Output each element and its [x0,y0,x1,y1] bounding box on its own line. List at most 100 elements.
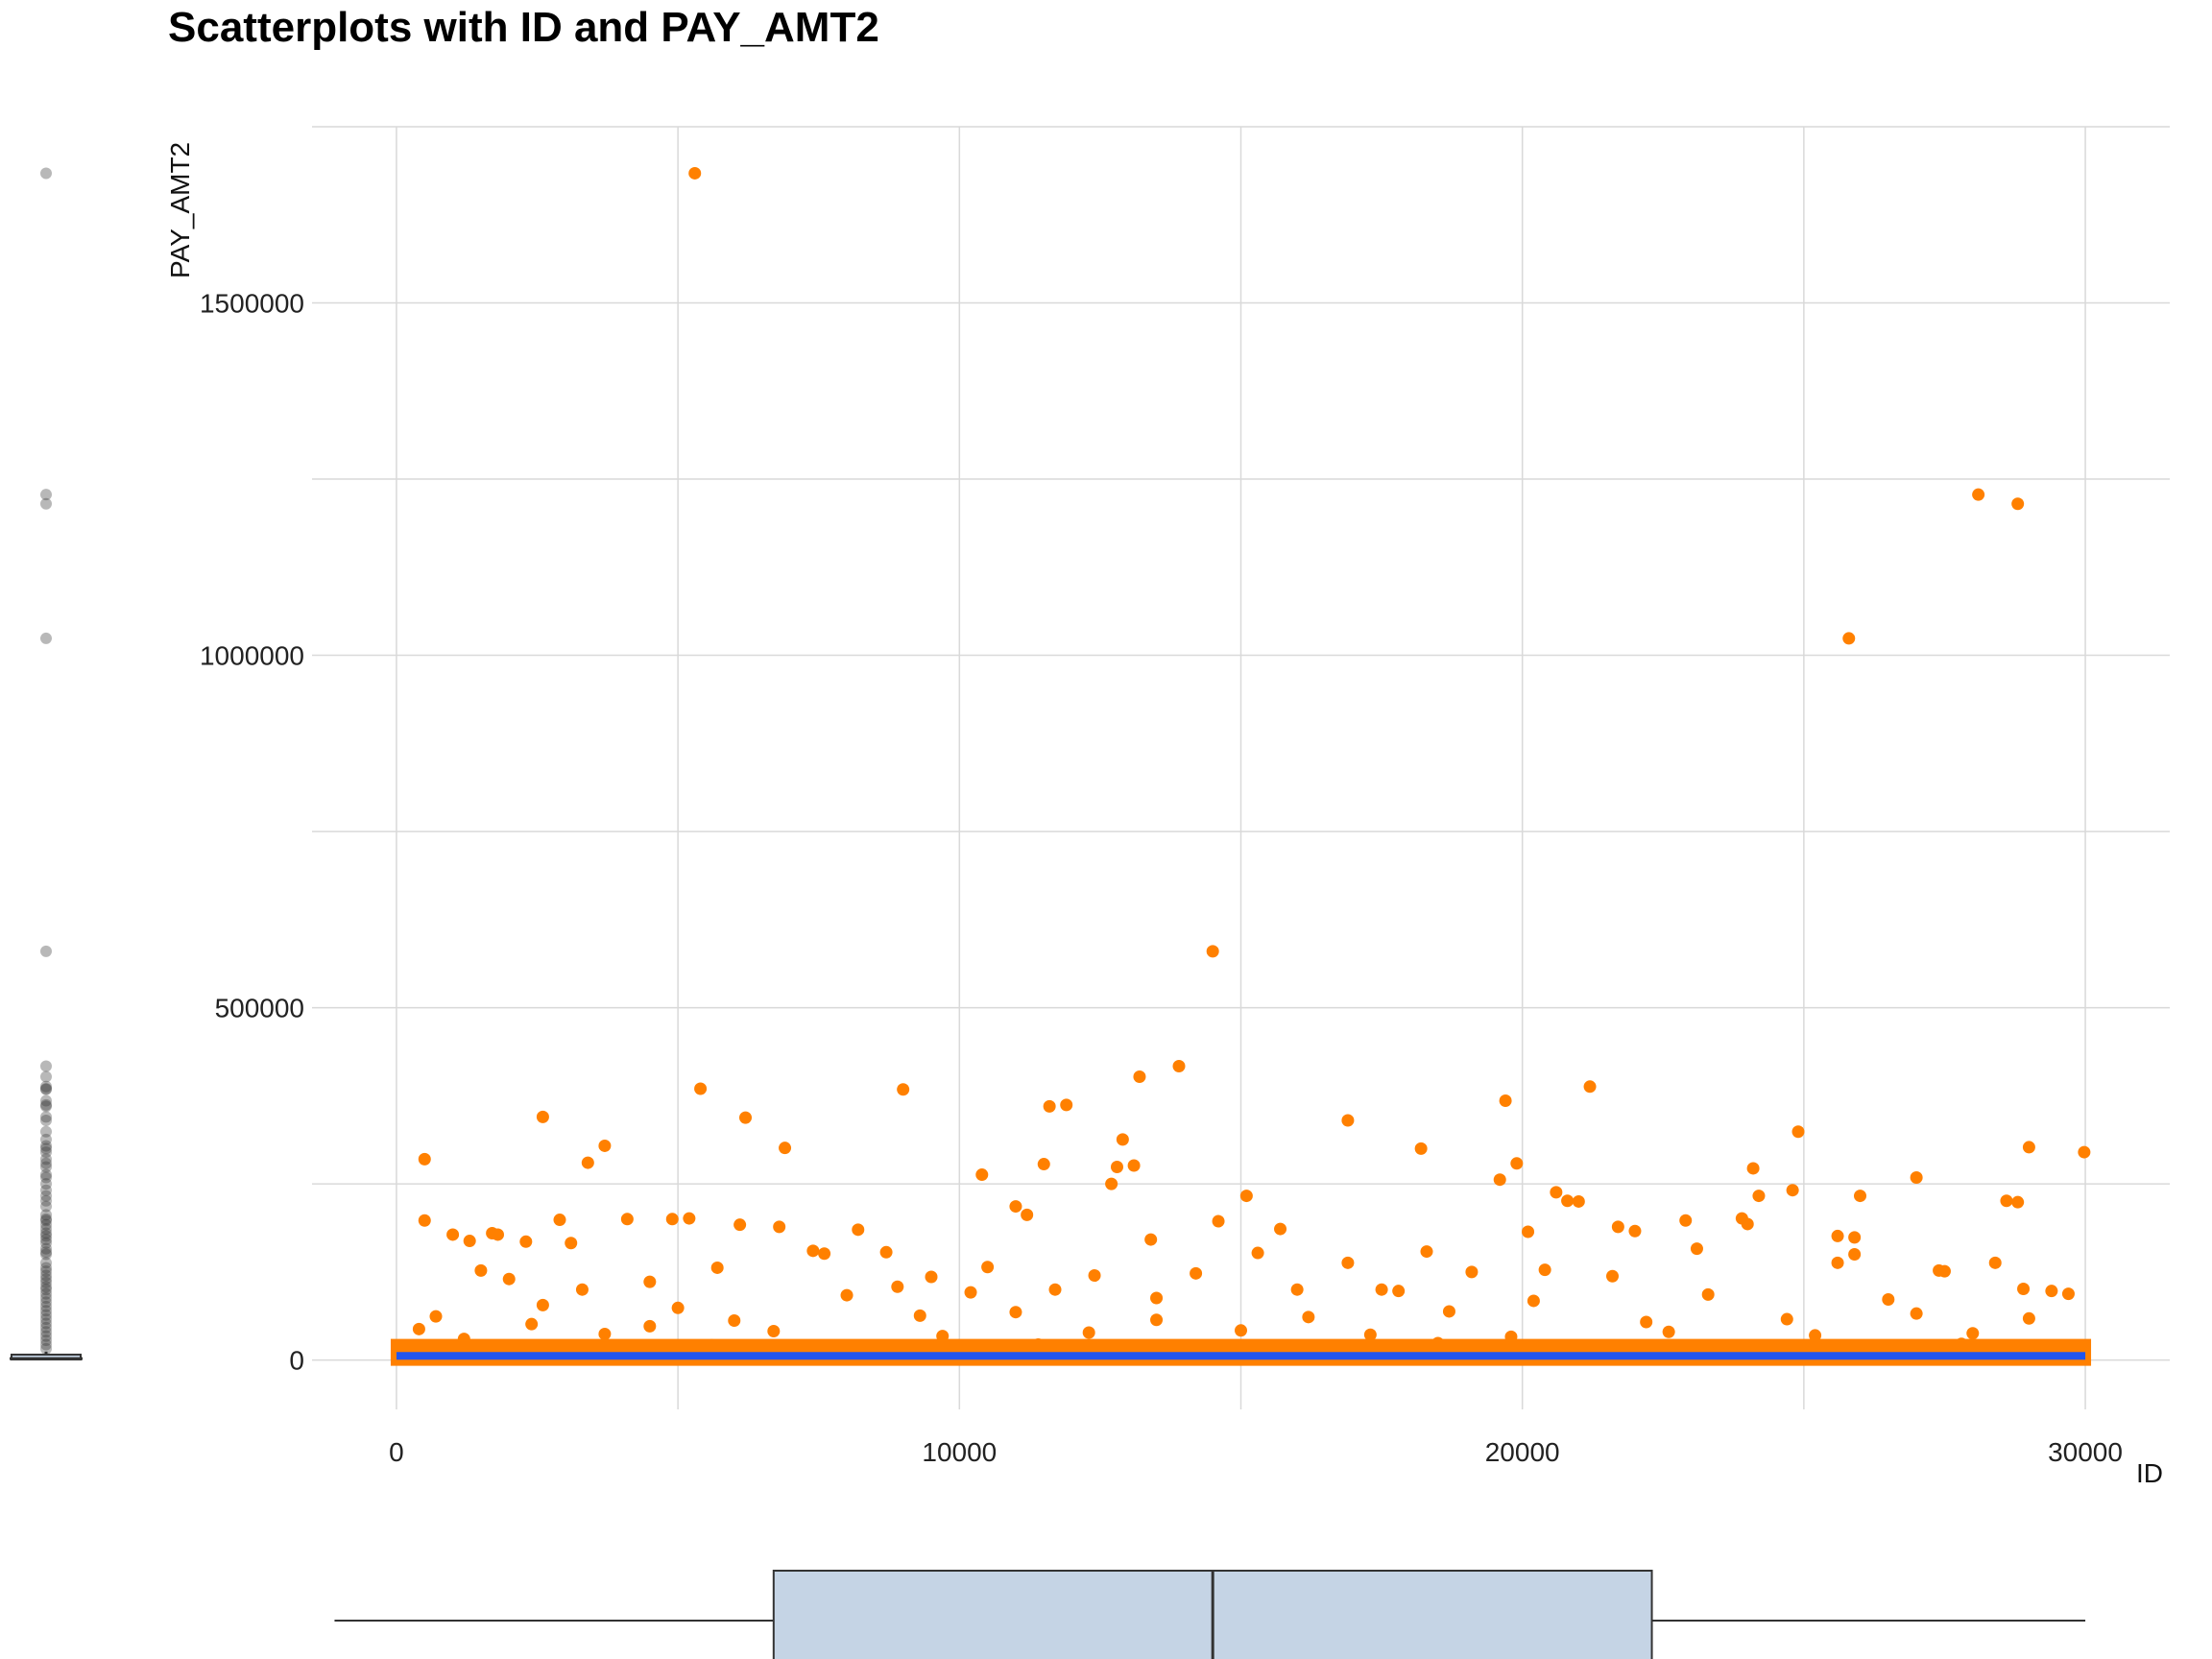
side-outlier [40,1168,52,1181]
scatter-point [1206,945,1219,958]
scatter-point [446,1228,460,1241]
scatter-point [1527,1294,1540,1308]
scatter-point [1302,1310,1315,1324]
scatter-point [1809,1329,1822,1342]
scatter-point [1375,1283,1388,1296]
y-tick-label: 0 [289,1346,304,1376]
scatter-point [2045,1285,2058,1298]
side-outlier [40,1342,52,1355]
scatter-point [1144,1233,1158,1246]
scatter-point [598,1139,612,1152]
scatter-point [1848,1231,1862,1244]
scatter-point [1499,1094,1512,1107]
scatter-point [683,1212,696,1225]
scatter-point [1786,1184,1799,1197]
side-outlier [40,1115,52,1127]
scatter-point [2022,1141,2035,1154]
scatter-point [1229,1340,1242,1354]
scatter-point [1831,1229,1844,1242]
scatter-point [502,1272,516,1286]
side-outlier [40,497,52,510]
scatter-point [671,1301,685,1314]
scatter-point [981,1261,995,1274]
scatter-point [1640,1315,1653,1329]
scatter-point [2017,1282,2031,1295]
scatter-point [1442,1305,1455,1318]
side-outlier [40,1321,52,1334]
side-outlier [40,1317,52,1330]
scatter-point [902,1341,916,1355]
side-outlier [40,1171,52,1184]
scatter-point [429,1310,443,1323]
scatter-point [2011,1195,2025,1209]
side-outlier [40,1060,52,1072]
scatter-point [1127,1342,1141,1356]
scatter-point [1111,1160,1123,1173]
side-outlier [40,1338,52,1351]
scatter-point [2022,1311,2035,1325]
scatter-point [2061,1287,2075,1301]
scatter-point [936,1330,950,1343]
scatter-point [1966,1327,1980,1340]
side-outlier [40,1313,52,1326]
side-outlier [40,632,52,644]
scatter-point [1910,1307,1923,1320]
side-outlier [40,167,52,180]
side-outlier [40,1305,52,1317]
scatter-point [975,1168,989,1182]
scatter-point [457,1333,470,1346]
side-outlier [40,1334,52,1347]
chart-title: Scatterplots with ID and PAY_AMT2 [168,4,879,51]
scatter-point [818,1247,831,1261]
scatter-point [665,1213,679,1226]
scatter-point [1510,1157,1524,1170]
side-outlier [40,1178,52,1190]
scatter-point [643,1319,657,1333]
y-axis-label: PAY_AMT2 [165,142,195,278]
scatter-point [643,1275,657,1288]
scatter-point [1021,1208,1034,1221]
scatter-point [1190,1266,1203,1280]
scatter-point [840,1288,854,1302]
side-outlier [40,1083,52,1094]
scatter-point [1493,1173,1506,1187]
scatter-point [412,1322,425,1335]
scatter-point [1341,1256,1355,1269]
side-outlier [40,1190,52,1202]
scatter-point [779,1142,792,1155]
scatter-point [1037,1158,1050,1171]
scatter-point [553,1214,566,1227]
scatter-point [418,1152,431,1166]
side-outlier [40,1194,52,1207]
grid [312,126,2170,1409]
side-outlier [40,1098,52,1111]
scatter-point [486,1226,499,1239]
scatter-point [1105,1177,1118,1190]
scatter-point [1933,1263,1946,1277]
scatter-point [806,1244,820,1258]
side-outlier [40,1070,52,1083]
scatter-point [694,1082,708,1095]
scatter-point [1060,1098,1073,1112]
scatter-point [1009,1306,1022,1319]
side-outlier [40,1227,52,1239]
scatter-point [688,166,702,180]
scatter-point [1088,1269,1101,1283]
side-outlier [40,1161,52,1173]
scatter-point [1082,1326,1095,1339]
side-outlier [40,1146,52,1159]
scatter-point [1690,1242,1703,1256]
side-outlier [40,1309,52,1321]
x-tick-label: 20000 [1485,1437,1560,1467]
scatter-point [1420,1245,1433,1259]
scatter-point [1116,1133,1129,1146]
side-outlier [40,1214,52,1227]
x-tick-label: 0 [389,1437,404,1467]
scatter-point [1538,1263,1551,1277]
scatter-point [1414,1142,1428,1155]
bottom-boxplot [334,1570,2086,1659]
side-outlier [40,1273,52,1286]
side-outlier [40,1111,52,1123]
side-outlier [40,1200,52,1213]
